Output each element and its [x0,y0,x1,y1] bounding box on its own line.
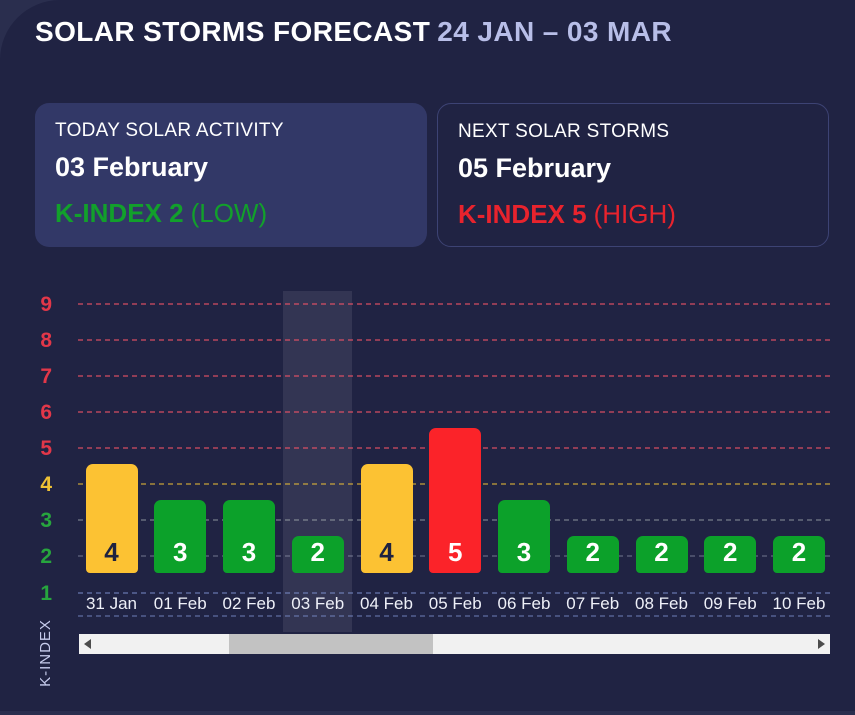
bar-09-feb[interactable]: 2 [704,536,757,573]
today-kindex-severity: (LOW) [190,198,268,228]
bar-value: 4 [379,537,394,567]
next-storms-card: NEXT SOLAR STORMS 05 February K-INDEX 5(… [437,103,829,247]
bar-value: 4 [104,537,119,567]
ytick-6: 6 [40,401,52,425]
title-text: SOLAR STORMS FORECAST [35,16,431,47]
bar-06-feb[interactable]: 3 [498,500,550,573]
bar-03-feb[interactable]: 2 [291,536,344,573]
next-kindex-value: K-INDEX 5 (HIGH) [458,199,808,230]
ytick-8: 8 [40,329,52,353]
gridline-9 [78,303,830,306]
chart-scrollbar[interactable] [79,634,830,654]
ytick-2: 2 [40,545,52,569]
ytick-5: 5 [40,437,52,461]
y-axis-title: K-INDEX [37,619,54,687]
today-card-date: 03 February [55,152,209,182]
xtick-06-feb: 06 Feb [497,594,551,613]
bar-value: 3 [241,537,257,567]
bar-10-feb[interactable]: 2 [773,536,825,573]
bar-value: 2 [585,537,600,567]
xtick-04-feb: 04 Feb [360,594,413,613]
xtick-31-jan: 31 Jan [85,594,138,613]
xtick-02-feb: 02 Feb [222,594,276,613]
right-triangle-icon [818,639,825,649]
title-date-range: 24 JAN – 03 MAR [437,16,672,47]
today-activity-card: TODAY SOLAR ACTIVITY 03 February K-INDEX… [35,103,427,247]
today-card-label: TODAY SOLAR ACTIVITY [55,120,284,141]
bar-04-feb[interactable]: 4 [360,464,413,573]
next-kindex-severity: (HIGH) [593,199,676,229]
xtick-03-feb: 03 Feb [291,594,345,613]
bar-08-feb[interactable]: 2 [635,536,688,573]
bar-01-feb[interactable]: 3 [154,500,207,573]
next-card-label: NEXT SOLAR STORMS [458,121,670,142]
next-card-date: 05 February [458,153,612,183]
xtick-05-feb: 05 Feb [428,594,482,613]
bar-02-feb[interactable]: 3 [223,500,275,573]
ytick-9: 9 [40,293,52,317]
left-triangle-icon [84,639,91,649]
page-title: SOLAR STORMS FORECAST 24 JAN – 03 MAR [35,16,672,48]
bar-07-feb[interactable]: 2 [566,536,619,573]
bar-value: 3 [516,537,532,567]
ytick-3: 3 [40,509,52,533]
xtick-08-feb: 08 Feb [635,594,688,613]
bar-05-feb[interactable]: 5 [429,428,482,573]
xtick-10-feb: 10 Feb [772,594,826,613]
gridline-6 [78,411,830,414]
highlighted-day-band [283,291,353,632]
gridline-1 [78,591,830,594]
ytick-7: 7 [40,365,52,389]
bar-31-jan[interactable]: 4 [85,464,138,573]
ytick-4: 4 [40,473,52,497]
scrollbar-right-button[interactable] [813,634,830,654]
next-kindex-label: K-INDEX 5 [458,199,587,229]
x-axis-line [78,615,830,617]
scrollbar-left-button[interactable] [79,634,96,654]
bar-value: 2 [791,537,807,567]
xtick-01-feb: 01 Feb [153,594,207,613]
bar-value: 2 [723,537,738,567]
gridline-8 [78,339,830,342]
bar-value: 2 [310,537,325,567]
gridline-7 [78,375,830,378]
ytick-1: 1 [40,581,52,605]
scrollbar-thumb[interactable] [229,634,433,654]
xtick-07-feb: 07 Feb [566,594,620,613]
xtick-09-feb: 09 Feb [703,594,757,613]
today-kindex-label: K-INDEX 2 [55,198,184,228]
today-kindex-value: K-INDEX 2 (LOW) [55,198,407,229]
bar-value: 5 [448,537,463,567]
bar-value: 3 [173,537,188,567]
bar-value: 2 [654,537,669,567]
